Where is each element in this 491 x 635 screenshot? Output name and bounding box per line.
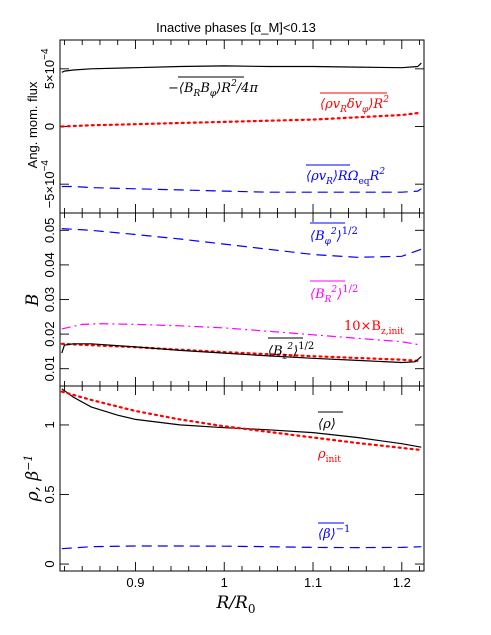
y-tick-label: 0.05 bbox=[42, 218, 57, 243]
panel-angular-momentum-flux: −5×10−4 0 5×10−4 bbox=[40, 39, 425, 214]
y-tick-label: 0.03 bbox=[42, 287, 57, 312]
series-line bbox=[61, 228, 422, 258]
panel-density-beta: 00.51 bbox=[42, 385, 425, 572]
annotation-inverse-beta: ⟨β⟩−1 bbox=[318, 524, 350, 542]
chart-title: Inactive phases [α_M]<0.13 bbox=[156, 20, 316, 35]
series-line bbox=[61, 62, 422, 73]
series-line bbox=[61, 323, 422, 346]
xlabel: R/R0 bbox=[216, 593, 256, 616]
y-tick-label: −5×10−4 bbox=[40, 160, 57, 209]
title-text: Inactive phases [α_M]<0.13 bbox=[156, 20, 316, 35]
y-tick-label: 5×10−4 bbox=[40, 48, 57, 89]
y-tick-label: 0.5 bbox=[42, 485, 57, 503]
ylabel-top: Ang. mom. flux bbox=[25, 81, 40, 168]
panel-frame bbox=[59, 212, 425, 387]
series-line bbox=[61, 545, 422, 550]
annotation-reynolds-stress: ⟨ρvRδvφ⟩R2 bbox=[320, 95, 389, 115]
x-tick-label: 1.2 bbox=[393, 575, 411, 590]
y-tick-label: 0.04 bbox=[42, 252, 57, 277]
annotation-b-r: ⟨BR2⟩1/2 bbox=[310, 284, 358, 305]
annotation-b-phi: ⟨Bφ2⟩1/2 bbox=[310, 226, 358, 247]
ylabel-bottom: ρ, β−1 bbox=[22, 455, 43, 503]
y-tick-label: 0.02 bbox=[42, 321, 57, 346]
y-tick-label: 0 bbox=[42, 123, 57, 130]
y-tick-label: 0 bbox=[42, 560, 57, 567]
ylabel-middle: B bbox=[23, 294, 43, 308]
annotation-rho: ⟨ρ⟩ bbox=[318, 417, 336, 432]
annotation-rho-init: ρinit bbox=[317, 447, 341, 465]
annotation-b-z: ⟨Bz2⟩1/2 bbox=[268, 341, 314, 362]
annotation-mean-flow: ⟨ρvR⟩RΩeqR2 bbox=[306, 167, 385, 187]
x-tick-label: 1 bbox=[221, 575, 228, 590]
series-line bbox=[61, 388, 422, 448]
series-line bbox=[61, 343, 422, 364]
series-line bbox=[60, 342, 423, 363]
y-tick-label: 0.01 bbox=[42, 356, 57, 381]
series-line bbox=[61, 185, 422, 193]
panel-magnetic-field: 0.01 0.02 0.03 0.04 0.05 bbox=[42, 212, 425, 387]
annotation-maxwell-stress: −⟨BRBφ⟩R2/4π bbox=[168, 79, 258, 99]
series-line bbox=[60, 111, 423, 128]
y-tick-label: 1 bbox=[42, 421, 57, 428]
x-tick-label: 1.1 bbox=[304, 575, 322, 590]
series-line bbox=[60, 390, 423, 452]
annotation-bz-init: 10×Bz,init bbox=[344, 319, 404, 337]
x-tick-label: 0.9 bbox=[126, 575, 144, 590]
